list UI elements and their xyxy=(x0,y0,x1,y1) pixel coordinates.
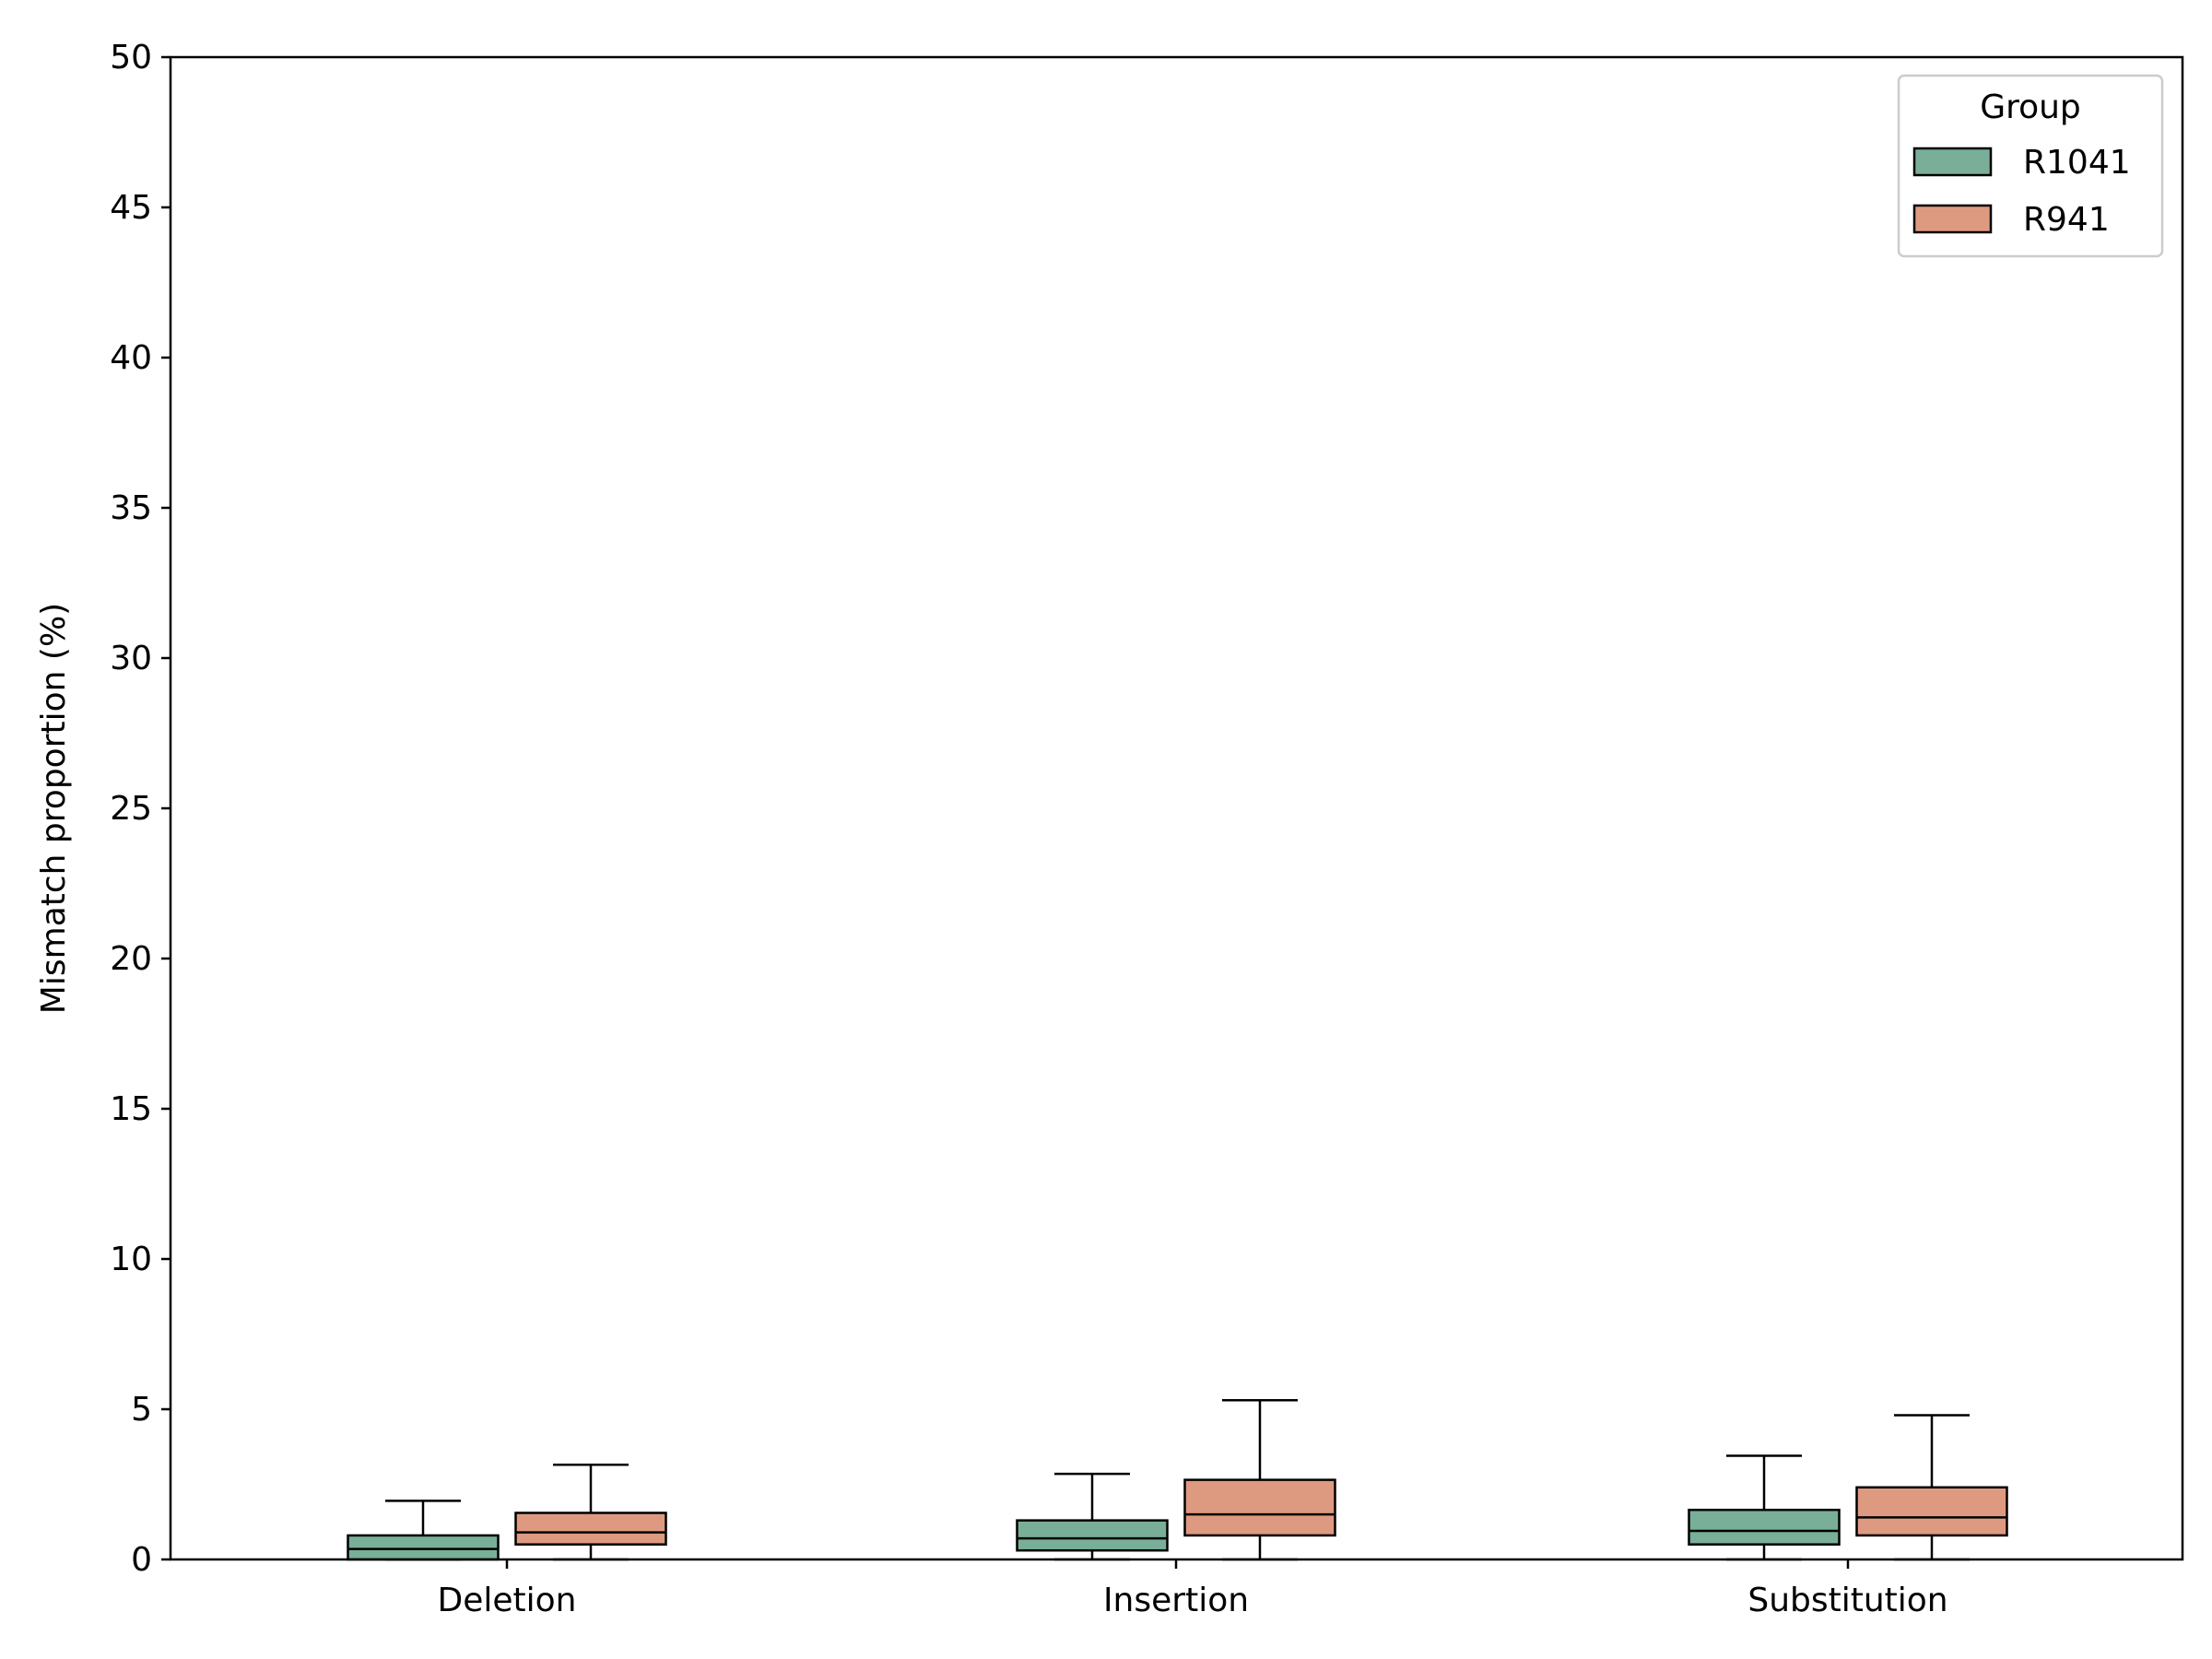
y-tick-label-25: 25 xyxy=(110,790,152,828)
legend-item-r1041: R1041 xyxy=(1912,144,2131,182)
legend-label-r1041: R1041 xyxy=(2023,144,2131,182)
y-tick-label-50: 50 xyxy=(110,39,152,76)
y-tick-label-40: 40 xyxy=(110,339,152,377)
box-iqr xyxy=(514,1512,667,1546)
legend-item-r941: R941 xyxy=(1912,201,2110,239)
y-tick-label-0: 0 xyxy=(131,1541,152,1579)
y-axis-label: Mismatch proportion (%) xyxy=(35,603,73,1014)
x-axis: Deletion Insertion Substitution xyxy=(438,1559,1948,1619)
box-r1041-substitution xyxy=(1688,1454,1841,1561)
y-tick-label-5: 5 xyxy=(131,1391,152,1429)
box-r1041-deletion xyxy=(347,1500,500,1561)
box-iqr xyxy=(1016,1519,1169,1552)
x-tick-label-substitution: Substitution xyxy=(1747,1582,1947,1619)
box-series xyxy=(347,1398,2008,1561)
box-r941-insertion xyxy=(1183,1398,1336,1561)
y-tick-label-45: 45 xyxy=(110,189,152,227)
legend-title: Group xyxy=(1980,88,2081,126)
y-axis: 0 5 10 15 20 25 30 35 40 45 50 xyxy=(110,39,171,1579)
box-r941-deletion xyxy=(514,1464,667,1561)
legend-label-r941: R941 xyxy=(2023,201,2110,239)
box-r941-substitution xyxy=(1855,1414,2008,1561)
y-tick-label-15: 15 xyxy=(110,1090,152,1128)
box-iqr xyxy=(1688,1508,1841,1546)
y-tick-label-35: 35 xyxy=(110,489,152,527)
box-iqr xyxy=(1855,1486,2008,1537)
box-r1041-insertion xyxy=(1016,1472,1169,1561)
box-iqr xyxy=(1183,1478,1336,1537)
y-tick-label-20: 20 xyxy=(110,940,152,978)
legend-swatch-r1041 xyxy=(1912,147,1993,177)
plot-frame xyxy=(169,55,2184,1561)
legend-swatch-r941 xyxy=(1912,204,1993,234)
x-tick-label-deletion: Deletion xyxy=(438,1582,577,1619)
legend[interactable]: Group R1041 R941 xyxy=(1897,74,2164,258)
y-tick-label-10: 10 xyxy=(110,1241,152,1278)
y-tick-label-30: 30 xyxy=(110,640,152,677)
x-tick-label-insertion: Insertion xyxy=(1103,1582,1249,1619)
box-iqr xyxy=(347,1534,500,1561)
